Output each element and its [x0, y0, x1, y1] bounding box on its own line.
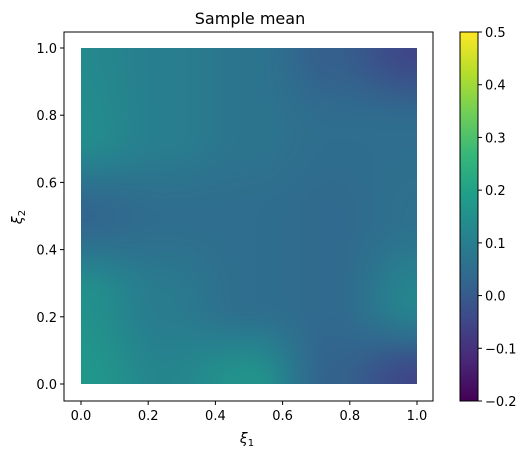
- colorbar: [460, 32, 478, 401]
- colorbar-tick-label: 0.0: [485, 290, 506, 305]
- colorbar-tick-label: −0.2: [485, 395, 517, 410]
- x-tick-label: 0.2: [138, 409, 159, 424]
- colorbar-tick-label: 0.1: [485, 237, 506, 252]
- colorbar-tick-label: −0.1: [485, 342, 517, 357]
- x-tick-label: 1.0: [407, 409, 428, 424]
- colorbar-tick-label: 0.5: [485, 26, 506, 41]
- y-tick-label: 0.6: [36, 176, 57, 191]
- x-axis-label: ξ1: [239, 431, 254, 449]
- colorbar-tick-label: 0.2: [485, 184, 506, 199]
- colorbar-tick-label: 0.4: [485, 79, 506, 94]
- y-axis-label: ξ2: [10, 210, 28, 225]
- y-tick-label: 0.8: [36, 109, 57, 124]
- x-tick-label: 0.4: [205, 409, 226, 424]
- colorbar-ticks: −0.2 −0.1 0.0 0.1 0.2 0.3 0.4 0.5: [478, 26, 517, 410]
- plot-area: [81, 48, 417, 384]
- heatmap-surface: [81, 48, 417, 384]
- x-tick-label: 0.8: [339, 409, 360, 424]
- y-tick-label: 0.4: [36, 244, 57, 259]
- colorbar-tick-label: 0.3: [485, 131, 506, 146]
- chart-title: Sample mean: [195, 9, 305, 28]
- x-axis-ticks: 0.0 0.2 0.4 0.6 0.8 1.0: [71, 401, 428, 424]
- colorbar-frame: [459, 31, 479, 402]
- x-tick-label: 0.0: [71, 409, 92, 424]
- y-tick-label: 0.2: [36, 311, 57, 326]
- x-tick-label: 0.6: [272, 409, 293, 424]
- y-axis-ticks: 0.0 0.2 0.4 0.6 0.8 1.0: [36, 42, 64, 393]
- axes-frame: [63, 31, 434, 402]
- y-tick-label: 1.0: [36, 42, 57, 57]
- y-tick-label: 0.0: [36, 378, 57, 393]
